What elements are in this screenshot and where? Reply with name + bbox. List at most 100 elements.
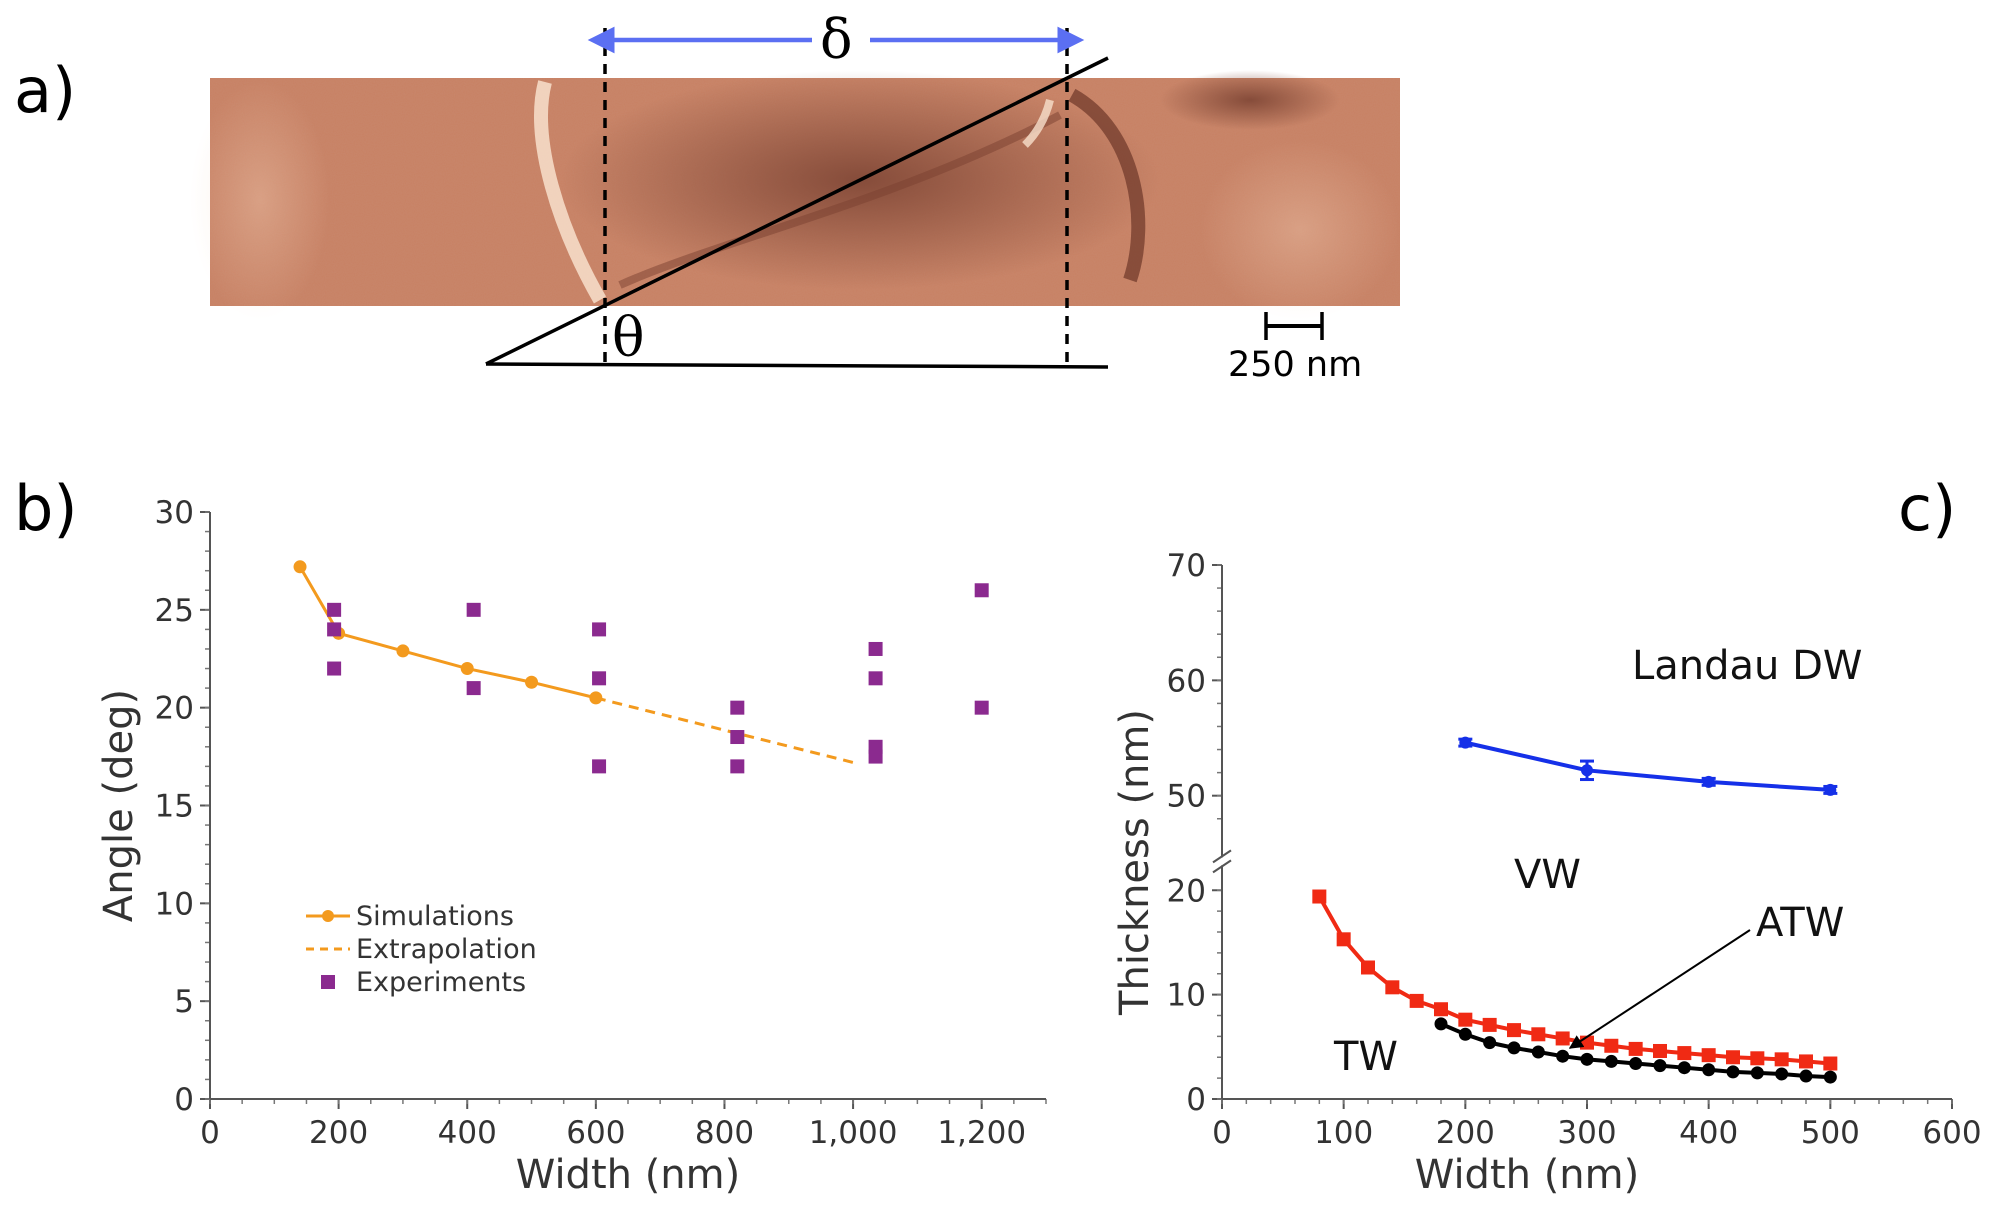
- experiment-point: [868, 749, 883, 764]
- atw-tw-boundary-point: [1726, 1065, 1740, 1079]
- legend-simulations-marker: [322, 910, 334, 922]
- vw-atw-boundary-point: [1434, 1002, 1448, 1017]
- scale-bar-label: 250 nm: [1228, 345, 1362, 385]
- chart-c: 0 100 200 300 400 500 600 0 10 20 50 60 70 Width (nm…: [1112, 548, 1982, 1198]
- legend-extrapolation-label: Extrapolation: [356, 934, 537, 965]
- vw-atw-boundary-point: [1726, 1050, 1740, 1065]
- landau-dw-point: [1581, 764, 1593, 777]
- atw-tw-boundary-point: [1702, 1063, 1716, 1077]
- chart-b-ytick-label: 15: [155, 789, 194, 825]
- experiment-point: [466, 602, 481, 617]
- extrapolation-line: [595, 696, 854, 764]
- chart-c-ytick-label: 50: [1167, 779, 1206, 815]
- vw-atw-boundary-point: [1701, 1048, 1716, 1063]
- atw-tw-boundary-point: [1823, 1070, 1837, 1084]
- chart-b-xtick-label: 0: [200, 1115, 220, 1151]
- region-label-vw: VW: [1514, 852, 1581, 898]
- experiment-point: [327, 661, 342, 676]
- panel-letter-a: a): [14, 54, 76, 127]
- chart-b-xtick-label: 1,200: [937, 1115, 1026, 1151]
- region-label-atw: ATW: [1756, 900, 1844, 946]
- region-label-tw: TW: [1333, 1034, 1398, 1080]
- simulations-point: [293, 560, 307, 574]
- experiment-point: [592, 622, 607, 637]
- chart-c-xlabel: Width (nm): [1415, 1152, 1639, 1198]
- chart-c-ytick-label: 60: [1167, 663, 1206, 699]
- vw-atw-boundary-point: [1361, 960, 1375, 975]
- atw-tw-boundary-point: [1775, 1067, 1789, 1081]
- chart-b-xtick-label: 200: [309, 1115, 368, 1151]
- experiment-point: [974, 700, 989, 715]
- dark-wall-edge: [1068, 88, 1146, 283]
- atw-tw-boundary-point: [1629, 1057, 1643, 1071]
- atw-tw-boundary-point: [1750, 1066, 1764, 1080]
- vw-atw-boundary-point: [1336, 932, 1351, 947]
- chart-b-ylabel: Angle (deg): [96, 689, 142, 922]
- vw-atw-boundary-point: [1507, 1023, 1521, 1038]
- panel-a: δ θ 250 nm: [190, 8, 1400, 385]
- inner-wall-line: [618, 111, 1062, 289]
- theta-symbol: θ: [612, 306, 645, 369]
- atw-tw-boundary-point: [1507, 1041, 1521, 1055]
- chart-c-xtick-label: 400: [1679, 1115, 1738, 1151]
- chart-b-xtick-label: 1,000: [809, 1115, 898, 1151]
- atw-pointer-arrow: [1568, 929, 1751, 1049]
- panel-letter-c: c): [1898, 472, 1956, 545]
- atw-tw-boundary-point: [1556, 1049, 1570, 1063]
- atw-tw-boundary-point: [1653, 1059, 1667, 1073]
- chart-c-axes: [1212, 565, 1952, 1100]
- experiment-point: [327, 622, 342, 637]
- experiment-point: [868, 671, 883, 686]
- chart-b-ticks: 0 200 400 600 800 1,000 1,200 0 5 10 15 20 25 30: [155, 495, 1047, 1151]
- atw-tw-boundary-point: [1531, 1045, 1545, 1059]
- light-region-right: [1200, 140, 1400, 320]
- chart-b-ytick-label: 5: [174, 984, 194, 1020]
- vw-atw-boundary-point: [1385, 980, 1400, 995]
- experiment-point: [730, 730, 745, 745]
- vw-atw-boundary-point: [1458, 1012, 1473, 1027]
- vw-atw-boundary-point: [1823, 1056, 1838, 1071]
- chart-c-ytick-label: 20: [1167, 873, 1206, 909]
- chart-b: 0 200 400 600 800 1,000 1,200 0 5 10 15 20 25 30 Widt…: [96, 495, 1047, 1198]
- chart-b-marks: [293, 560, 989, 774]
- angle-hypotenuse: [485, 56, 1109, 366]
- legend-experiments-marker: [321, 975, 335, 989]
- experiment-point: [730, 700, 745, 715]
- chart-c-xtick-label: 600: [1922, 1115, 1981, 1151]
- experiment-point: [327, 602, 342, 617]
- chart-b-legend: Simulations Extrapolation Experiments: [306, 901, 537, 998]
- chart-c-ytick-label: 70: [1167, 548, 1206, 584]
- simulations-point: [396, 644, 410, 658]
- landau-dw-point: [1824, 783, 1837, 796]
- atw-tw-boundary-point: [1677, 1061, 1691, 1075]
- experiment-point: [592, 759, 607, 774]
- vw-atw-boundary-point: [1653, 1043, 1667, 1058]
- vw-atw-boundary-point: [1482, 1017, 1497, 1032]
- chart-c-axis-break-mark: [1212, 849, 1232, 864]
- vw-atw-boundary-point: [1774, 1052, 1789, 1067]
- simulations-point: [460, 662, 474, 676]
- atw-tw-boundary-point: [1434, 1017, 1448, 1031]
- light-region-left: [190, 80, 330, 320]
- atw-tw-boundary-point: [1604, 1054, 1618, 1068]
- chart-c-xtick-label: 200: [1436, 1115, 1495, 1151]
- chart-c-xtick-label: 0: [1212, 1115, 1232, 1151]
- vw-atw-boundary-point: [1628, 1041, 1643, 1056]
- chart-b-xtick-label: 400: [438, 1115, 497, 1151]
- chart-c-ylabel: Thickness (nm): [1112, 709, 1158, 1016]
- chart-c-ytick-label: 0: [1186, 1082, 1206, 1118]
- chart-b-ytick-label: 30: [155, 495, 194, 531]
- vw-atw-boundary-point: [1604, 1038, 1619, 1053]
- experiment-point: [974, 583, 989, 598]
- legend-simulations-label: Simulations: [356, 901, 514, 932]
- experiment-point: [466, 681, 481, 696]
- chart-b-xtick-label: 800: [695, 1115, 754, 1151]
- chart-c-axis-break-mark: [1212, 859, 1232, 874]
- chart-c-marks: [1312, 736, 1838, 1084]
- atw-tw-boundary-point: [1580, 1052, 1594, 1066]
- bright-wall-edge: [534, 80, 607, 304]
- chart-c-xtick-label: 500: [1801, 1115, 1860, 1151]
- landau-dw-point: [1702, 775, 1715, 788]
- simulations-line: [298, 566, 597, 700]
